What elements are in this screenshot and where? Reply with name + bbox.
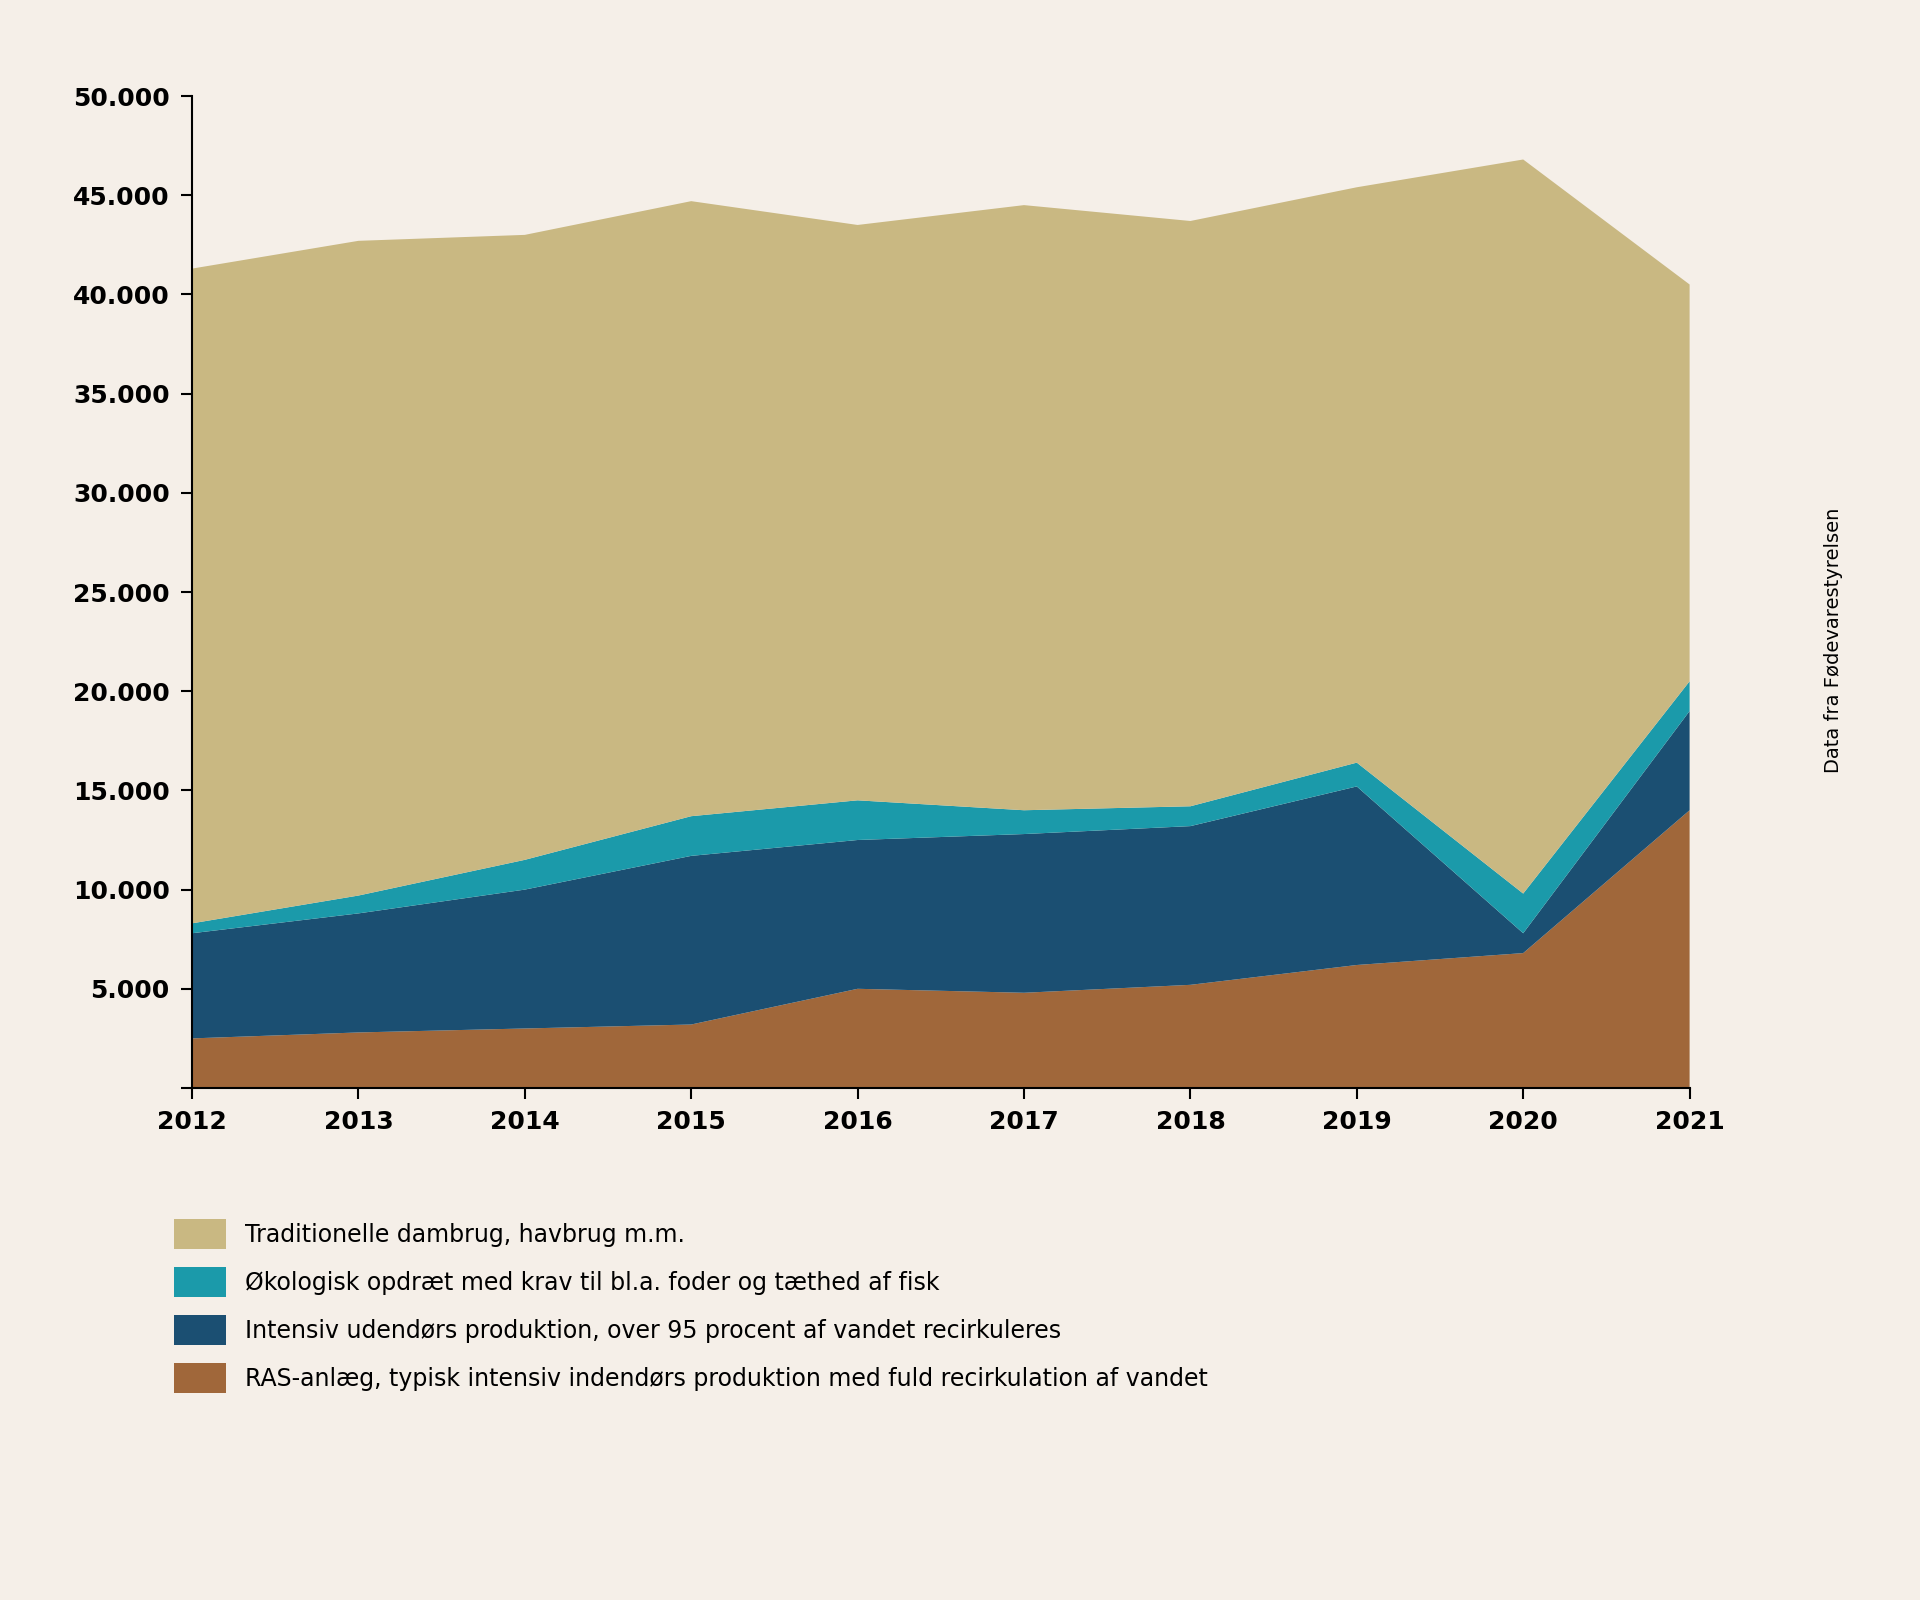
Text: Data fra Fødevarestyrelsen: Data fra Fødevarestyrelsen	[1824, 507, 1843, 773]
Legend: Traditionelle dambrug, havbrug m.m., Økologisk opdræt med krav til bl.a. foder o: Traditionelle dambrug, havbrug m.m., Øko…	[175, 1219, 1208, 1394]
